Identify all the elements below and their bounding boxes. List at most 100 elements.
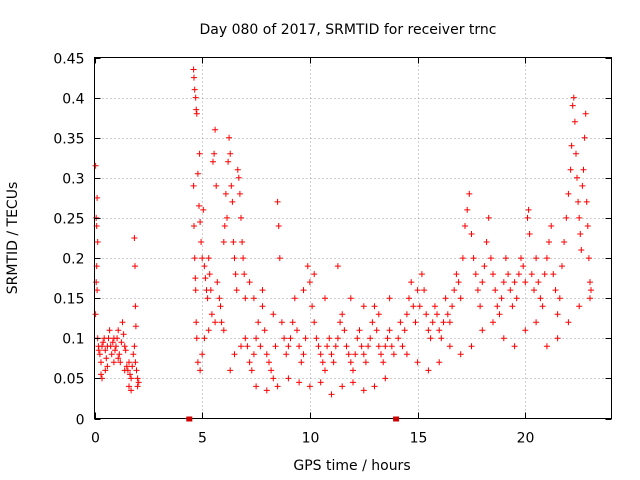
data-point bbox=[427, 335, 434, 342]
data-point bbox=[337, 319, 344, 326]
data-point bbox=[457, 295, 464, 302]
data-point bbox=[334, 335, 341, 342]
data-point bbox=[369, 319, 376, 326]
data-point bbox=[373, 327, 380, 334]
data-point bbox=[126, 359, 132, 366]
data-point bbox=[270, 375, 277, 382]
data-point bbox=[330, 359, 337, 366]
data-point bbox=[559, 263, 565, 270]
data-point bbox=[550, 271, 557, 278]
data-point bbox=[317, 379, 324, 386]
y-tick-label: 0.2 bbox=[62, 252, 84, 268]
data-point bbox=[131, 343, 138, 350]
data-point bbox=[345, 351, 352, 358]
data-point bbox=[206, 271, 213, 278]
data-point bbox=[358, 343, 365, 350]
data-point bbox=[425, 367, 432, 374]
data-point bbox=[511, 279, 518, 286]
data-point bbox=[490, 319, 496, 326]
data-point bbox=[95, 347, 102, 354]
data-point bbox=[446, 343, 453, 350]
data-point bbox=[472, 271, 479, 278]
gap-markers bbox=[186, 416, 400, 422]
axis-ticks bbox=[94, 57, 612, 420]
data-point bbox=[585, 255, 592, 262]
data-point bbox=[191, 223, 197, 229]
data-point bbox=[429, 319, 436, 326]
data-point bbox=[548, 223, 555, 229]
data-point bbox=[114, 335, 121, 342]
data-point bbox=[507, 287, 514, 294]
data-point bbox=[272, 343, 279, 350]
data-point bbox=[554, 311, 561, 318]
y-tick-label: 0.25 bbox=[53, 212, 84, 228]
x-tick-labels: 0 5 10 15 20 bbox=[91, 431, 534, 447]
data-point bbox=[481, 263, 488, 270]
data-point bbox=[535, 279, 542, 286]
data-point bbox=[263, 387, 270, 394]
y-tick-label: 0.4 bbox=[62, 92, 84, 108]
data-point bbox=[500, 279, 507, 286]
data-point bbox=[575, 198, 582, 205]
data-point bbox=[212, 126, 219, 133]
data-point bbox=[574, 174, 580, 181]
data-point bbox=[261, 327, 268, 334]
data-point bbox=[332, 343, 339, 350]
data-point bbox=[425, 327, 432, 334]
data-point bbox=[371, 303, 378, 310]
data-point bbox=[255, 319, 262, 326]
data-point bbox=[576, 214, 583, 221]
data-point bbox=[468, 231, 475, 237]
data-point bbox=[524, 214, 531, 221]
data-point bbox=[397, 319, 404, 326]
data-point bbox=[94, 287, 101, 294]
data-point bbox=[214, 279, 221, 286]
data-point bbox=[326, 335, 333, 342]
data-point bbox=[302, 335, 309, 342]
data-point bbox=[270, 311, 277, 318]
data-point bbox=[582, 110, 589, 117]
data-point bbox=[339, 383, 346, 390]
data-point bbox=[227, 150, 234, 157]
data-point bbox=[347, 295, 354, 302]
data-point bbox=[289, 319, 296, 326]
data-point bbox=[525, 206, 532, 213]
data-point bbox=[244, 343, 251, 350]
data-point bbox=[406, 295, 412, 302]
data-point bbox=[275, 223, 282, 229]
data-point bbox=[403, 311, 410, 318]
data-point bbox=[570, 94, 577, 101]
data-point bbox=[350, 379, 356, 386]
data-point bbox=[375, 311, 382, 318]
data-point bbox=[334, 263, 341, 270]
data-point bbox=[220, 239, 227, 245]
data-point bbox=[399, 343, 406, 350]
data-point bbox=[103, 355, 110, 362]
data-point bbox=[242, 295, 249, 302]
data-point bbox=[239, 239, 246, 245]
data-point bbox=[533, 255, 540, 262]
data-point bbox=[104, 363, 111, 370]
data-point bbox=[384, 335, 391, 342]
data-point bbox=[131, 235, 138, 241]
data-point bbox=[561, 239, 568, 245]
data-point bbox=[287, 335, 294, 342]
data-point bbox=[496, 311, 503, 318]
data-point bbox=[442, 295, 449, 302]
x-tick-label: 5 bbox=[198, 431, 207, 447]
data-point bbox=[300, 351, 307, 358]
data-point bbox=[212, 319, 219, 326]
data-point bbox=[492, 287, 499, 294]
data-point bbox=[276, 255, 283, 262]
data-point bbox=[328, 351, 335, 358]
data-point bbox=[367, 335, 374, 342]
data-point bbox=[225, 158, 232, 165]
data-point bbox=[116, 351, 123, 358]
data-point bbox=[201, 335, 208, 342]
data-point bbox=[205, 327, 212, 334]
data-point bbox=[102, 367, 109, 374]
data-point bbox=[418, 271, 425, 278]
data-point bbox=[552, 287, 559, 294]
data-point bbox=[200, 206, 207, 213]
